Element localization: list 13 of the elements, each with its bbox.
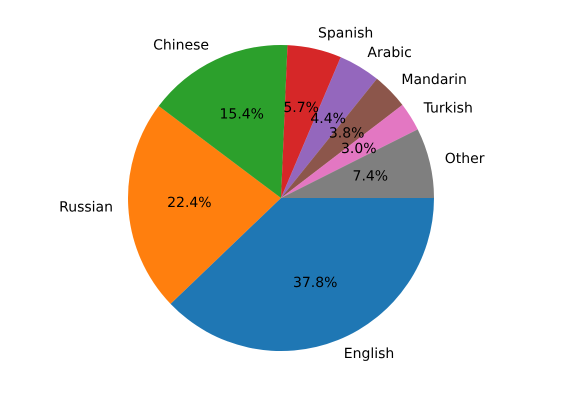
slice-label: English	[344, 346, 394, 362]
slice-label: Chinese	[153, 38, 210, 54]
slice-label: Arabic	[367, 45, 412, 62]
slice-label: Other	[444, 150, 485, 167]
data-label: 3.0%	[341, 140, 377, 157]
slice-label: Spanish	[318, 25, 374, 42]
data-label: 22.4%	[167, 195, 212, 212]
slice-label: Turkish	[422, 100, 473, 116]
data-label: 7.4%	[352, 168, 388, 184]
slice-label: Mandarin	[401, 72, 467, 88]
slice-label: Russian	[59, 200, 113, 216]
data-label: 15.4%	[220, 106, 264, 123]
data-label: 37.8%	[292, 274, 338, 291]
